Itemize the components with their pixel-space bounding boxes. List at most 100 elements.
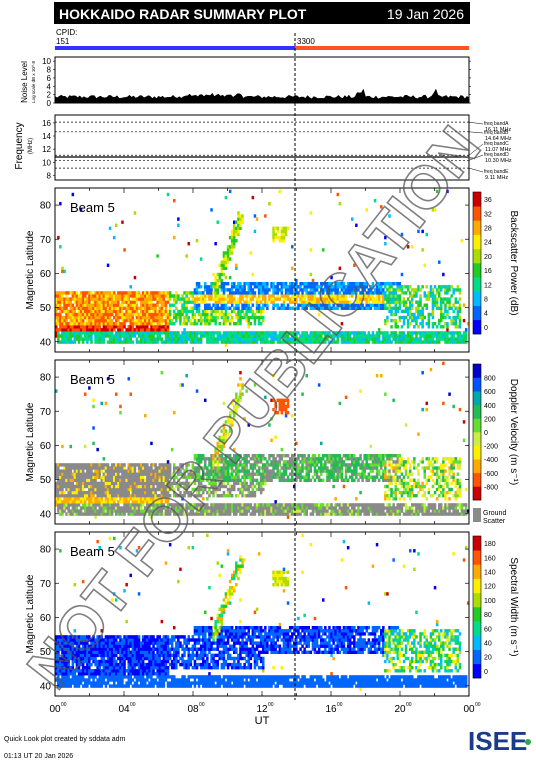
radar-cell — [220, 438, 224, 442]
radar-cell — [158, 291, 161, 295]
radar-cell — [193, 478, 197, 482]
radar-cell — [272, 340, 275, 344]
radar-cell — [206, 309, 209, 314]
radar-cell — [210, 315, 213, 320]
radar-cell — [187, 337, 190, 341]
radar-cell — [84, 506, 87, 510]
radar-cell — [365, 282, 368, 286]
radar-cell — [86, 472, 89, 476]
radar-cell — [69, 300, 72, 304]
radar-cell — [411, 306, 414, 310]
radar-cell — [79, 294, 83, 298]
radar-cell — [288, 472, 292, 476]
radar-cell — [230, 506, 234, 510]
radar-cell — [324, 509, 327, 513]
radar-cell — [57, 291, 60, 295]
radar-cell — [152, 312, 155, 317]
radar-cell — [272, 297, 275, 301]
radar-cell — [208, 288, 211, 292]
radar-cell — [452, 318, 455, 323]
radar-cell — [148, 291, 151, 295]
radar-cell — [102, 325, 106, 329]
radar-cell — [139, 309, 143, 314]
radar-cell — [131, 494, 135, 498]
radar-cell — [137, 297, 141, 301]
radar-cell — [241, 288, 244, 292]
radar-cell — [344, 457, 348, 461]
radar-cell — [293, 282, 296, 286]
radar-cell — [106, 466, 110, 470]
radar-cell — [313, 297, 317, 301]
radar-cell — [291, 466, 294, 470]
radar-cell — [94, 306, 97, 310]
radar-cell — [340, 300, 344, 304]
radar-cell — [409, 337, 412, 341]
radar-cell — [144, 303, 147, 307]
radar-cell — [237, 340, 240, 344]
radar-cell — [208, 481, 211, 486]
radar-cell — [177, 294, 180, 298]
radar-cell — [189, 503, 193, 507]
radar-cell — [286, 454, 290, 458]
radar-cell — [71, 318, 75, 323]
radar-cell — [228, 291, 232, 295]
radar-cell — [154, 487, 157, 492]
radar-cell — [185, 322, 188, 326]
radar-cell — [214, 278, 217, 283]
radar-cell — [375, 300, 379, 304]
radar-cell — [340, 334, 344, 338]
radar-cell — [340, 506, 344, 510]
radar-cell — [150, 481, 153, 486]
radar-cell — [224, 297, 228, 301]
radar-cell — [67, 303, 70, 307]
radar-cell — [224, 438, 228, 442]
radar-cell — [90, 318, 93, 323]
radar-cell — [251, 195, 255, 200]
radar-cell — [382, 282, 385, 286]
radar-cell — [272, 229, 275, 234]
radar-cell — [75, 331, 79, 335]
noise-tick-label: 4 — [47, 82, 52, 91]
radar-cell — [222, 263, 226, 267]
radar-cell — [442, 337, 445, 341]
radar-cell — [88, 481, 91, 486]
radar-cell — [237, 232, 240, 237]
radar-cell — [98, 500, 101, 504]
radar-cell — [233, 309, 236, 314]
radar-cell — [307, 300, 310, 304]
radar-cell — [117, 322, 120, 326]
radar-cell — [81, 475, 85, 479]
radar-cell — [141, 472, 145, 476]
radar-cell — [96, 322, 99, 326]
radar-cell — [214, 331, 217, 335]
radar-cell — [92, 404, 95, 409]
radar-cell — [340, 331, 344, 335]
radar-cell — [220, 266, 224, 270]
radar-cell — [204, 315, 207, 320]
radar-cell — [282, 297, 286, 301]
radar-cell — [113, 475, 116, 479]
radar-cell — [162, 328, 166, 332]
radar-cell — [438, 318, 441, 323]
radar-cell — [127, 490, 130, 495]
radar-cell — [191, 475, 195, 479]
radar-cell — [156, 478, 159, 482]
radar-cell — [96, 328, 99, 332]
radar-cell — [274, 232, 277, 237]
radar-cell — [264, 503, 267, 507]
radar-cell — [206, 457, 209, 461]
radar-cell — [160, 487, 164, 492]
radar-cell — [133, 484, 137, 489]
radar-cell — [235, 472, 238, 476]
radar-cell — [88, 291, 91, 295]
radar-cell — [154, 306, 157, 310]
radar-cell — [189, 318, 193, 323]
radar-cell — [235, 337, 238, 341]
radar-cell — [239, 509, 242, 513]
radar-cell — [363, 331, 366, 335]
radar-cell — [113, 303, 116, 307]
radar-cell — [110, 472, 114, 476]
radar-cell — [336, 285, 339, 289]
radar-cell — [108, 478, 112, 482]
radar-cell — [255, 481, 259, 486]
